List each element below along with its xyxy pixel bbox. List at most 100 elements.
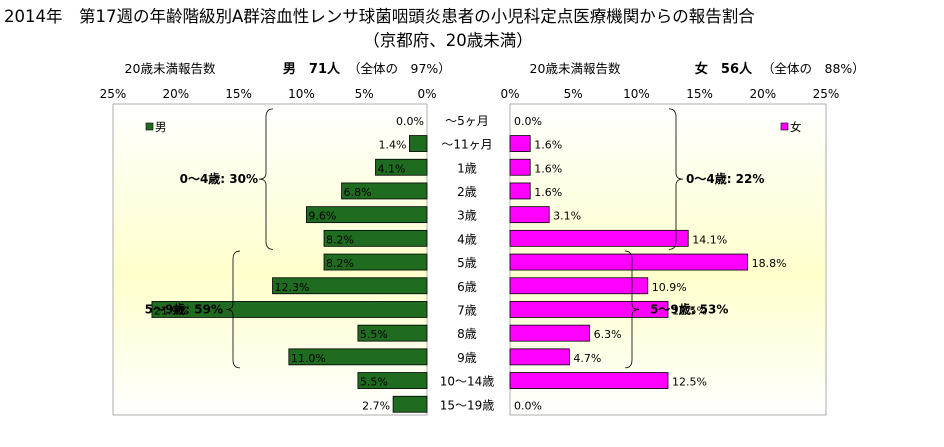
male-bar	[409, 135, 428, 152]
male-value-label: 8.2%	[326, 233, 354, 246]
male-x-tick: 5%	[355, 87, 374, 101]
female-bars: 0.0% 1.6% 1.6% 1.6% 3.1% 14.1% 18.8% 10.9% 12.5%…	[509, 115, 787, 412]
female-bar	[509, 158, 531, 176]
male-bar	[272, 277, 428, 295]
male-value-label: 2.7%	[362, 399, 390, 412]
category-label: 15～19歳	[440, 398, 495, 412]
female-legend-label: 女	[790, 120, 802, 134]
female-x-tick: 25%	[813, 87, 840, 101]
female-value-label: 1.6%	[534, 139, 562, 152]
male-bar	[288, 348, 428, 366]
male-x-tick: 20%	[162, 87, 189, 101]
category-label: ～5ヶ月	[445, 114, 489, 128]
female-bar	[509, 182, 531, 200]
female-bar	[509, 206, 550, 224]
group-annotations: 0～4歳: 30% 5～9歳: 59% 0～4歳: 22% 5～9歳: 53%	[145, 108, 764, 369]
female-value-label: 3.1%	[553, 210, 581, 223]
category-label: 2歳	[457, 185, 477, 199]
female-bar	[509, 348, 570, 366]
female-bar	[509, 135, 531, 152]
axis-tick-labels: 25% 20% 15% 10% 5% 0% 0% 5% 10% 15% 20% 25%	[100, 87, 840, 101]
male-x-tick: 15%	[225, 87, 252, 101]
category-label: 4歳	[457, 232, 477, 246]
female-value-label: 18.8%	[752, 257, 787, 270]
male-bar	[151, 301, 428, 318]
category-label: 7歳	[457, 303, 477, 317]
female-group-label: 0～4歳: 22%	[686, 171, 764, 186]
male-group-label: 0～4歳: 30%	[180, 171, 258, 186]
male-header-share: （全体の 97%）	[348, 61, 451, 76]
male-bar	[306, 206, 428, 224]
female-group-label: 5～9歳: 53%	[650, 301, 728, 316]
female-bar	[509, 372, 669, 389]
female-value-label: 6.3%	[594, 328, 622, 341]
male-group-label: 5～9歳: 59%	[145, 301, 223, 316]
male-header-count: 男 71人	[283, 61, 341, 77]
category-label: ～11ヶ月	[441, 138, 492, 152]
male-bar	[357, 372, 428, 389]
male-bar	[323, 229, 428, 247]
female-x-tick: 10%	[623, 87, 650, 101]
male-legend-swatch	[145, 122, 154, 131]
category-label: 5歳	[457, 256, 477, 270]
chart-subtitle: （京都府、20歳未満）	[363, 31, 533, 50]
category-label: 10～14歳	[440, 375, 495, 389]
female-bar	[509, 301, 669, 318]
male-value-label: 6.8%	[344, 186, 372, 199]
female-x-tick: 15%	[686, 87, 713, 101]
female-value-label: 12.5%	[672, 304, 707, 317]
male-value-label: 9.6%	[308, 210, 336, 223]
female-header-share: （全体の 88%）	[762, 61, 865, 76]
female-value-label: 1.6%	[534, 186, 562, 199]
female-value-label: 0.0%	[514, 399, 542, 412]
female-header-label: 20歳未満報告数	[530, 61, 621, 76]
category-labels: ～5ヶ月 ～11ヶ月 1歳 2歳 3歳 4歳 5歳 6歳 7歳 8歳 9歳 10～14歳 15～19歳	[440, 114, 495, 412]
male-bar	[392, 395, 428, 413]
male-bar	[357, 324, 428, 342]
male-value-label: 1.4%	[378, 139, 406, 152]
female-x-tick: 20%	[749, 87, 776, 101]
category-label: 1歳	[457, 161, 477, 175]
male-legend: 男	[145, 120, 167, 134]
male-value-label: 11.0%	[291, 352, 326, 365]
male-value-label: 5.5%	[360, 328, 388, 341]
female-value-label: 10.9%	[652, 281, 687, 294]
male-x-tick: 0%	[417, 87, 436, 101]
male-value-label: 8.2%	[326, 257, 354, 270]
category-label: 8歳	[457, 327, 477, 341]
male-bar	[341, 182, 428, 200]
category-label: 9歳	[457, 351, 477, 365]
male-value-label: 21.9%	[154, 304, 189, 317]
female-legend: 女	[780, 120, 802, 134]
group-brace	[668, 108, 684, 250]
female-bar	[509, 277, 649, 295]
male-bars: 0.0% 1.4% 4.1% 6.8% 9.6% 8.2% 8.2% 12.3% 21.9% 5.…	[151, 115, 428, 413]
female-legend-swatch	[780, 122, 789, 131]
female-bar	[509, 229, 689, 247]
group-brace	[225, 250, 241, 369]
male-value-label: 0.0%	[396, 115, 424, 128]
male-legend-label: 男	[155, 120, 167, 134]
female-x-tick: 5%	[564, 87, 583, 101]
category-label: 3歳	[457, 209, 477, 223]
female-value-label: 1.6%	[534, 162, 562, 175]
chart-title: 2014年 第17週の年齢階級別A群溶血性レンサ球菌咽頭炎患者の小児科定点医療機…	[4, 7, 755, 26]
category-label: 6歳	[457, 280, 477, 294]
female-value-label: 12.5%	[672, 376, 707, 389]
male-x-tick: 10%	[288, 87, 315, 101]
male-value-label: 5.5%	[360, 376, 388, 389]
female-value-label: 0.0%	[514, 115, 542, 128]
group-brace	[258, 108, 274, 250]
male-bar	[375, 158, 428, 176]
male-bar	[323, 253, 428, 271]
female-bar	[509, 253, 749, 271]
male-value-label: 12.3%	[275, 281, 310, 294]
female-value-label: 4.7%	[573, 352, 601, 365]
female-header-count: 女 56人	[695, 61, 753, 77]
male-value-label: 4.1%	[378, 162, 406, 175]
female-value-label: 14.1%	[692, 233, 727, 246]
female-x-tick: 0%	[500, 87, 519, 101]
male-header-label: 20歳未満報告数	[125, 61, 216, 76]
